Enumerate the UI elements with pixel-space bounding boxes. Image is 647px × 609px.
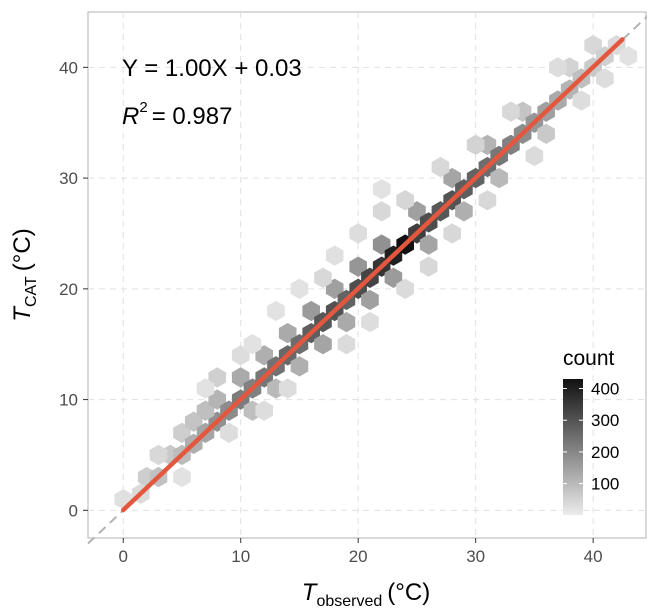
- hex-bin: [337, 311, 356, 333]
- hex-bin: [255, 345, 274, 366]
- x-axis-title-main: T: [302, 579, 319, 606]
- hex-bin: [384, 267, 403, 288]
- hex-bin: [231, 345, 250, 366]
- legend-tick-label: 100: [591, 475, 619, 494]
- hex-bin: [478, 190, 497, 211]
- y-axis-title: TCAT (°C): [9, 228, 40, 321]
- y-axis-title-sub: CAT: [23, 276, 40, 307]
- fit-lines: [87, 15, 647, 545]
- hex-bin: [337, 334, 356, 355]
- hex-bin: [584, 35, 602, 56]
- hex-bin: [149, 444, 168, 466]
- equation-text: Y = 1.00X + 0.03: [122, 55, 302, 82]
- hex-bin: [396, 278, 414, 300]
- x-tick-label: 10: [231, 547, 250, 566]
- hex-bin: [314, 267, 332, 288]
- hex-bin: [184, 411, 203, 432]
- y-tick-label: 0: [69, 501, 78, 520]
- y-axis-title-unit: (°C): [9, 228, 36, 271]
- hex-bin: [208, 389, 227, 410]
- hex-bin: [408, 201, 426, 222]
- regression-line: [120, 37, 625, 513]
- hex-bin: [596, 68, 614, 89]
- legend: count 100 200 300 400: [563, 347, 619, 515]
- hex-bin: [267, 300, 285, 322]
- hex-bin: [549, 57, 567, 78]
- hex-bin: [372, 234, 391, 255]
- hex-bin: [466, 134, 485, 156]
- hex-bin: [443, 167, 461, 189]
- hex-bin: [173, 422, 191, 443]
- legend-tick-label: 400: [591, 380, 619, 399]
- hex-bin: [290, 356, 309, 377]
- legend-ticks: 100 200 300 400: [563, 380, 619, 494]
- hex-bin: [314, 334, 332, 355]
- hex-bin: [278, 378, 297, 399]
- hex-bin: [325, 278, 344, 300]
- hex-bin: [537, 123, 555, 144]
- r-label: R: [122, 103, 139, 130]
- x-axis-title: Tobserved (°C): [302, 579, 430, 609]
- hex-bin: [220, 422, 238, 443]
- y-axis-title-text: TCAT (°C): [9, 228, 40, 321]
- hex-bin: [443, 223, 461, 244]
- hex-bin: [231, 367, 250, 388]
- hex-bin: [278, 322, 297, 344]
- x-tick-label: 20: [349, 547, 368, 566]
- hex-bin: [208, 367, 227, 388]
- y-tick-label: 20: [59, 280, 78, 299]
- hex-bin: [572, 90, 591, 111]
- equation-annotation: Y = 1.00X + 0.03: [122, 55, 302, 82]
- hex-bin: [349, 256, 367, 277]
- hex-bin: [490, 167, 508, 189]
- hex-bin: [349, 223, 367, 244]
- legend-title: count: [563, 347, 615, 370]
- hex-bin: [196, 400, 215, 421]
- hex-bin: [255, 400, 274, 421]
- hex-bin: [196, 378, 215, 399]
- r-squared-annotation: R2 = 0.987: [122, 99, 232, 130]
- y-axis-ticks: 0 10 20 30 40: [59, 58, 88, 520]
- x-axis-title-sub: observed: [316, 593, 382, 609]
- hex-bin: [419, 234, 438, 255]
- hex-bin: [361, 289, 379, 311]
- hex-bin: [290, 278, 309, 300]
- r-squared-value: = 0.987: [152, 103, 233, 130]
- hex-bin: [302, 300, 321, 322]
- hex-bin: [419, 256, 438, 277]
- x-tick-label: 30: [466, 547, 485, 566]
- y-tick-label: 30: [59, 169, 78, 188]
- hex-bin: [619, 46, 638, 67]
- y-tick-label: 40: [59, 58, 78, 77]
- x-tick-label: 40: [584, 547, 603, 566]
- hex-bin: [396, 190, 414, 211]
- hex-bin: [173, 466, 191, 488]
- hex-bin: [502, 101, 520, 122]
- x-tick-label: 0: [119, 547, 128, 566]
- hex-bin: [243, 334, 262, 355]
- hex-bin: [431, 156, 450, 178]
- legend-tick-label: 300: [591, 411, 619, 430]
- x-axis-title-text: Tobserved (°C): [302, 579, 430, 609]
- y-axis-title-main: T: [9, 305, 36, 322]
- r-exponent: 2: [139, 99, 147, 116]
- r-squared-text: R2 = 0.987: [122, 99, 232, 130]
- hex-bin: [525, 145, 544, 167]
- x-axis-ticks: 0 10 20 30 40: [119, 538, 603, 566]
- hex-bin: [455, 201, 473, 222]
- x-axis-title-unit: (°C): [387, 579, 430, 606]
- legend-tick-label: 200: [591, 443, 619, 462]
- hex-bin: [325, 245, 344, 266]
- y-tick-label: 10: [59, 391, 78, 410]
- legend-colorbar: [563, 379, 583, 515]
- hex-bin: [361, 311, 379, 333]
- hex-bin: [372, 201, 391, 222]
- hex-bin: [372, 179, 391, 200]
